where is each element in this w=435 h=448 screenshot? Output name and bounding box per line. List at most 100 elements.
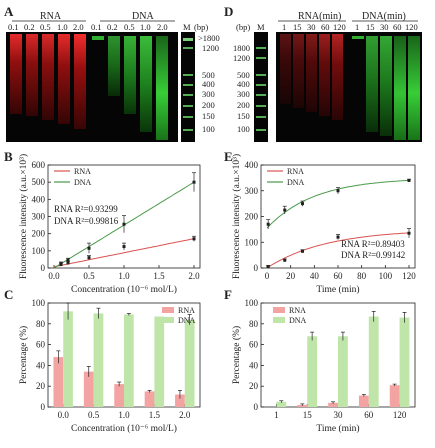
panel-d: D (bp) M RNA(min) DNA(min) 1 15 30 60 12…: [224, 4, 422, 142]
chart-e-ytick-2: 200: [245, 212, 259, 222]
chart-b-ytick-5: 500: [32, 177, 46, 187]
chart-c-ytick-1: 20: [36, 381, 46, 391]
gel-a-rna-lane-3: 0.5: [40, 22, 51, 32]
chart-e-xtick-6: 120: [402, 271, 416, 281]
chart-f-ytick-0: 0: [254, 402, 259, 412]
chart-e-r2-dna: DNA R²=0.99142: [341, 250, 405, 260]
chart-f-ytick-2: 40: [249, 360, 259, 370]
gel-d-dna-lane-1: 1: [355, 22, 359, 32]
chart-b-ytick-2: 200: [32, 229, 46, 239]
chart-b-ytick-4: 400: [32, 194, 46, 204]
chart-f-xtick-1: 15: [303, 410, 313, 420]
chart-f-ytick-1: 20: [249, 381, 259, 391]
chart-f-dna-bar-3: [368, 316, 379, 407]
chart-b-dna-point-1: [66, 258, 70, 262]
gel-a-rna-title: RNA: [40, 11, 62, 22]
chart-b-xtick-1: 0.5: [83, 271, 95, 281]
chart-b-xtick-3: 1.5: [153, 271, 165, 281]
chart-f-ylabel: Percentage (%): [231, 326, 242, 384]
chart-b-rna-point-4: [192, 237, 196, 241]
gel-a-dna-lane-3: 0.5: [124, 22, 135, 32]
chart-f-rna-bar-1: [297, 404, 308, 407]
gel-d-marker-label: M: [257, 22, 265, 32]
chart-e-xtick-4: 80: [357, 271, 367, 281]
chart-c-legend-swatch-rna: [162, 307, 174, 313]
chart-e-xtick-3: 60: [334, 271, 344, 281]
chart-f-dna-bar-0: [276, 401, 287, 407]
gel-a-rna-lane-4: 1.0: [57, 22, 68, 32]
chart-c-ytick-3: 60: [36, 340, 46, 350]
chart-e-rna-point-1: [283, 258, 287, 262]
chart-e-ytick-1: 100: [245, 237, 259, 247]
chart-c-rna-bar-2: [114, 384, 124, 407]
chart-b-ytick-6: 600: [32, 160, 46, 170]
panel-e-label: E: [224, 149, 233, 164]
panel-f-label: F: [224, 287, 232, 302]
gel-a-dna-lane-4: 1.0: [140, 22, 151, 32]
gel-a-rna-lane-5: 2.0: [73, 22, 84, 32]
chart-e-ytick-3: 300: [245, 186, 259, 196]
chart-c-ylabel: Percentage (%): [18, 326, 29, 384]
gel-d-rna-lane-1: 1: [282, 22, 286, 32]
gel-d-ladder-image: [254, 32, 268, 142]
chart-e-rna-point-0: [266, 265, 270, 269]
chart-e-dna-point-1: [283, 208, 287, 212]
chart-c-legend-rna: RNA: [178, 306, 195, 315]
chart-f-legend-dna: DNA: [289, 316, 307, 325]
chart-e-ytick-0: 0: [254, 263, 259, 273]
chart-e-xtick-2: 40: [310, 271, 320, 281]
gel-d-rna-lane-2: 15: [293, 22, 302, 32]
gel-d-ladder-2: 1200: [233, 53, 250, 63]
chart-e-xtick-0: 0: [265, 271, 270, 281]
chart-c-dna-bar-4: [184, 319, 195, 407]
chart-c-rna-bar-0: [53, 357, 64, 407]
chart-c-dna-bar-0: [63, 311, 73, 407]
chart-b-xtick-0: 0.0: [48, 271, 60, 281]
chart-f-rna-bar-4: [389, 385, 400, 407]
gel-a-ladder-5: 300: [202, 89, 215, 99]
chart-b-dna-point-3: [122, 222, 126, 226]
chart-c-xtick-3: 1.5: [149, 410, 161, 420]
chart-c-xlabel: Concentration (10⁻⁶ mol/L): [71, 423, 177, 434]
chart-b-rna-point-1: [66, 261, 70, 265]
chart-b-legend-dna: DNA: [74, 178, 92, 187]
panel-a: A RNA DNA 0.1 0.2 0.5 1.0 2.0 0.1 0.2 0.…: [4, 4, 220, 142]
gel-d-rna-lane-3: 30: [307, 22, 316, 32]
chart-c-rna-bar-4: [175, 394, 185, 407]
gel-d-ladder-7: 150: [237, 111, 250, 121]
gel-d-dna-lane-4: 60: [393, 22, 402, 32]
gel-d-bp-label: (bp): [236, 22, 250, 32]
gel-a-dna-lane-1: 0.1: [91, 22, 102, 32]
chart-b-r2-dna: DNA R²=0.99816: [54, 216, 119, 226]
chart-f: F 0 20 40 60 80 100 Time (min) Percentage (%) 1 1…: [224, 287, 416, 434]
gel-d-dna-lane-5: 120: [405, 22, 418, 32]
chart-e-rna-fit-line: [266, 232, 410, 269]
gel-a-ladder-image: [181, 32, 195, 142]
gel-a-ladder-2: 1200: [202, 43, 219, 53]
gel-a-ladder-4: 400: [202, 79, 215, 89]
gel-d-ladder-1: 1800: [233, 43, 250, 53]
gel-d-ladder-4: 400: [237, 79, 250, 89]
chart-c-ytick-5: 100: [32, 298, 46, 308]
chart-c: C 0 20 40 60 80 100 Concentration (10⁻⁶ mol/L)…: [4, 287, 201, 434]
chart-f-ytick-3: 60: [249, 340, 259, 350]
chart-b: B 0 100 200 300 400 500 600 Concentration (10⁻⁶…: [4, 149, 201, 295]
gel-d-dna-title: DNA(min): [362, 11, 406, 22]
panel-d-label: D: [224, 4, 233, 19]
chart-e-rna-point-3: [336, 235, 340, 239]
chart-b-ytick-1: 100: [32, 246, 46, 256]
chart-e-dna-point-0: [266, 222, 270, 226]
chart-b-rna-point-3: [122, 245, 126, 249]
gel-d-dna-lane-3: 30: [380, 22, 389, 32]
chart-c-rna-bar-1: [83, 371, 94, 407]
chart-f-xtick-3: 60: [364, 410, 374, 420]
chart-b-dna-point-0: [59, 262, 63, 266]
chart-b-xtick-2: 1.0: [118, 271, 130, 281]
chart-c-dna-bar-1: [93, 313, 104, 407]
gel-d-rna-lane-5: 120: [333, 22, 346, 32]
chart-e-dna-point-2: [301, 202, 304, 206]
chart-b-dna-point-4: [192, 180, 196, 184]
chart-b-rna-point-2: [87, 256, 91, 260]
